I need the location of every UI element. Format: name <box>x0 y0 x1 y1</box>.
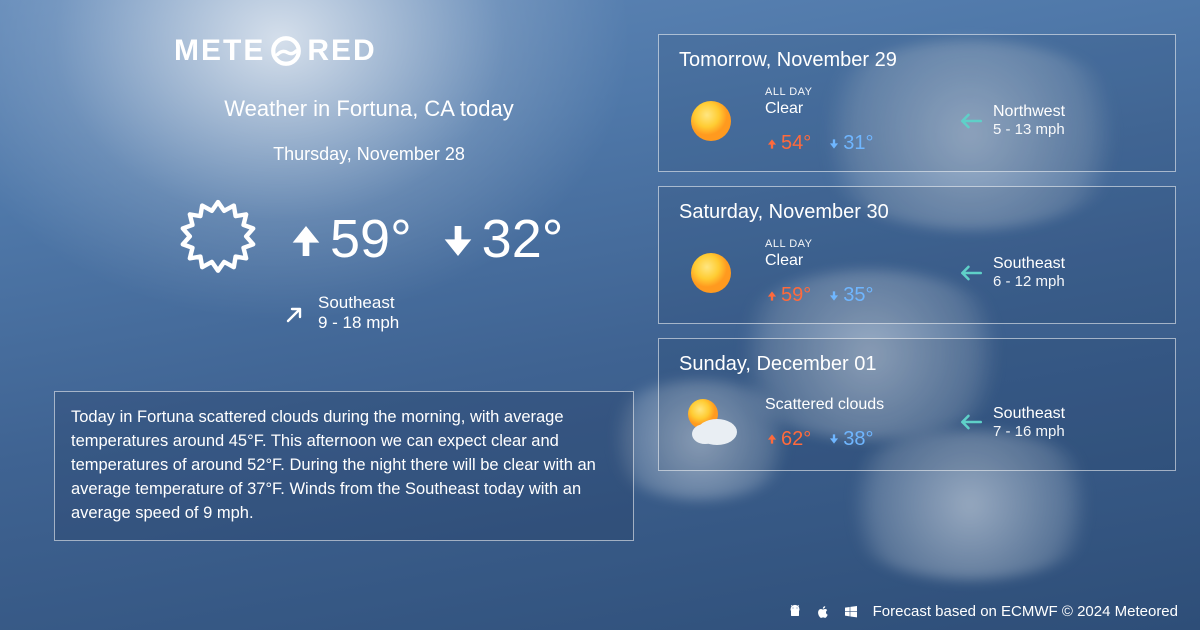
forecast-date: Saturday, November 30 <box>679 201 1155 224</box>
forecast-card: Tomorrow, November 29 ALL DAY Clear 54° … <box>658 34 1176 172</box>
today-wind: Southeast 9 - 18 mph <box>284 293 634 333</box>
android-icon <box>787 604 803 620</box>
arrow-down-icon <box>827 137 841 151</box>
forecast-condition: Scattered clouds <box>765 396 935 414</box>
forecast-wind-speed: 7 - 16 mph <box>993 423 1065 440</box>
forecast-wind-speed: 6 - 12 mph <box>993 273 1065 290</box>
forecast-wind-direction: Southeast <box>993 255 1065 273</box>
forecast-high: 59° <box>765 284 811 307</box>
wind-direction-icon <box>952 254 989 291</box>
forecast-wind: Northwest 5 - 13 mph <box>957 103 1065 138</box>
forecast-wind: Southeast 6 - 12 mph <box>957 255 1065 290</box>
forecast-list: Tomorrow, November 29 ALL DAY Clear 54° … <box>658 34 1176 612</box>
forecast-low: 35° <box>827 284 873 307</box>
today-summary: 59° 32° <box>174 195 634 283</box>
forecast-low: 31° <box>827 132 873 155</box>
platform-icons <box>787 604 859 620</box>
today-date: Thursday, November 28 <box>174 144 564 165</box>
forecast-date: Tomorrow, November 29 <box>679 49 1155 72</box>
forecast-wind-direction: Northwest <box>993 103 1065 121</box>
high-temp: 59° <box>286 208 412 270</box>
brand-text-left: METE <box>174 34 265 68</box>
sun-icon <box>679 89 743 153</box>
windows-icon <box>843 604 859 620</box>
footer: Forecast based on ECMWF © 2024 Meteored <box>787 603 1178 620</box>
partly-cloudy-icon <box>679 390 743 454</box>
forecast-period-label: ALL DAY <box>765 86 935 98</box>
brand-icon <box>269 34 303 68</box>
footer-text: Forecast based on ECMWF © 2024 Meteored <box>873 603 1178 620</box>
arrow-down-icon <box>827 289 841 303</box>
wind-direction-icon <box>952 102 989 139</box>
forecast-high: 62° <box>765 428 811 451</box>
brand-text-right: RED <box>307 34 376 68</box>
forecast-card: Saturday, November 30 ALL DAY Clear 59° … <box>658 186 1176 324</box>
forecast-low: 38° <box>827 428 873 451</box>
sun-icon <box>679 241 743 305</box>
arrow-up-icon <box>765 137 779 151</box>
forecast-condition: Clear <box>765 100 935 118</box>
low-temp: 32° <box>438 208 564 270</box>
arrow-up-icon <box>286 221 326 261</box>
apple-icon <box>815 604 831 620</box>
sun-outline-icon <box>174 195 262 283</box>
forecast-wind-speed: 5 - 13 mph <box>993 121 1065 138</box>
arrow-down-icon <box>827 432 841 446</box>
wind-direction-label: Southeast <box>318 293 399 313</box>
brand-logo: METE RED <box>174 34 634 68</box>
arrow-up-icon <box>765 432 779 446</box>
arrow-up-icon <box>765 289 779 303</box>
forecast-high: 54° <box>765 132 811 155</box>
arrow-down-icon <box>438 221 478 261</box>
wind-direction-icon <box>284 301 308 325</box>
today-description: Today in Fortuna scattered clouds during… <box>54 391 634 541</box>
wind-direction-icon <box>952 404 989 441</box>
forecast-date: Sunday, December 01 <box>679 353 1155 376</box>
wind-speed: 9 - 18 mph <box>318 313 399 333</box>
forecast-wind: Southeast 7 - 16 mph <box>957 405 1065 440</box>
page-title: Weather in Fortuna, CA today <box>174 96 564 122</box>
forecast-period-label: ALL DAY <box>765 238 935 250</box>
forecast-wind-direction: Southeast <box>993 405 1065 423</box>
forecast-card: Sunday, December 01 Scattered clouds 62°… <box>658 338 1176 471</box>
forecast-condition: Clear <box>765 252 935 270</box>
